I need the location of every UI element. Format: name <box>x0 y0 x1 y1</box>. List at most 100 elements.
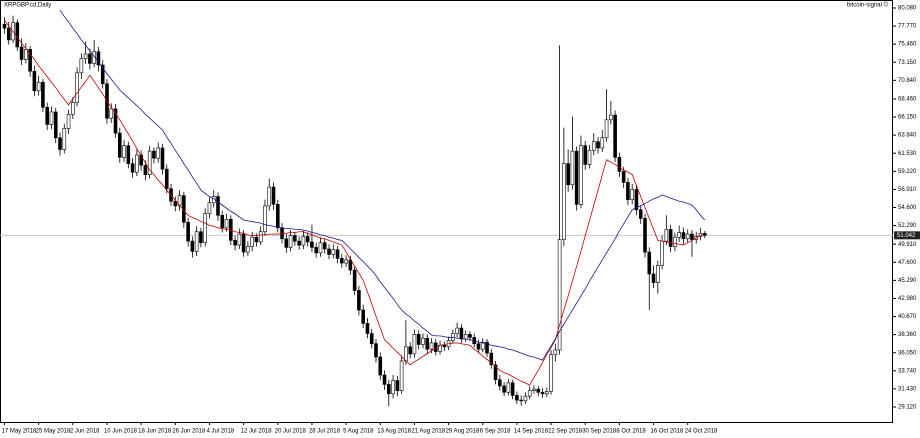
candle-body <box>258 231 263 243</box>
x-tick-label: 28 Jul 2018 <box>309 429 341 435</box>
candle-body <box>634 189 639 211</box>
candle-body <box>468 334 472 338</box>
candle-body <box>263 205 267 233</box>
x-tick-label: 29 Aug 2018 <box>446 429 480 435</box>
x-tick-label: 4 Jul 2018 <box>206 429 234 435</box>
candle-body <box>58 137 62 150</box>
candle-body <box>241 233 246 253</box>
candle-body <box>591 141 596 151</box>
candle-body <box>668 229 673 247</box>
candle-body <box>301 236 306 246</box>
candle-body <box>416 334 421 345</box>
candle-body <box>2 23 7 29</box>
candle-body <box>408 346 412 355</box>
candle-body <box>480 341 485 350</box>
candle-body <box>587 150 592 165</box>
candle-body <box>96 51 101 66</box>
y-tick-label: 73.150 <box>898 60 917 66</box>
candle-body <box>293 235 297 242</box>
candle-body <box>455 327 459 334</box>
candle-body <box>117 132 122 158</box>
y-tick-label: 29.120 <box>898 405 917 411</box>
x-tick-label: 13 Aug 2018 <box>377 429 411 435</box>
candle-body <box>617 157 622 172</box>
candle-body <box>130 163 135 173</box>
last-price-label: 51.042 <box>897 233 916 239</box>
y-tick-label: 52.290 <box>898 223 917 229</box>
y-tick-label: 66.150 <box>898 115 917 121</box>
candle-body <box>237 233 242 246</box>
y-tick-label: 40.670 <box>898 314 917 320</box>
x-tick-label: 20 Jul 2018 <box>275 429 307 435</box>
candle-body <box>224 218 229 229</box>
candle-body <box>421 337 425 345</box>
candle-body <box>126 145 131 164</box>
candle-body <box>177 195 182 207</box>
candle-body <box>49 111 54 125</box>
candle-body <box>250 236 254 247</box>
candle-body <box>220 215 225 229</box>
candle-body <box>527 390 532 397</box>
candle-body <box>660 240 664 266</box>
candle-body <box>139 154 143 166</box>
candle-body <box>284 238 289 248</box>
candle-body <box>348 259 353 271</box>
candle-body <box>515 395 519 401</box>
candle-body <box>459 327 464 340</box>
plot-frame <box>0 0 893 423</box>
candle-body <box>199 231 203 244</box>
candle-body <box>493 364 498 381</box>
candle-body <box>583 145 588 165</box>
candle-body <box>194 231 199 252</box>
candle-body <box>485 341 489 354</box>
x-tick-label: 21 Aug 2018 <box>411 429 445 435</box>
last-price-box <box>894 231 920 240</box>
candle-body <box>331 249 336 255</box>
candle-body <box>412 334 417 355</box>
candle-body <box>498 379 502 387</box>
candle-body <box>579 145 583 205</box>
candle-body <box>532 388 536 391</box>
y-tick-label: 59.220 <box>898 169 917 175</box>
candle-body <box>305 236 310 243</box>
candle-body <box>53 111 58 139</box>
x-tick-label: 24 Oct 2018 <box>685 429 718 435</box>
candle-body <box>207 202 212 215</box>
candle-body <box>643 218 647 253</box>
y-tick-label: 68.460 <box>898 97 917 103</box>
x-tick-label: 18 Jun 2018 <box>138 429 172 435</box>
y-tick-label: 70.840 <box>898 78 917 84</box>
x-tick-label: 22 Sep 2018 <box>548 429 583 435</box>
candle-body <box>664 229 669 242</box>
x-tick-label: 2 Jun 2018 <box>70 429 100 435</box>
x-tick-label: 6 Sep 2018 <box>480 429 511 435</box>
candle-body <box>113 108 118 134</box>
candle-body <box>442 344 447 348</box>
chart-title: XRPGBP.cd,Daily <box>4 3 51 9</box>
candle-body <box>549 354 553 392</box>
candle-body <box>41 81 45 108</box>
candle-body <box>275 204 280 229</box>
candle-body <box>510 382 515 396</box>
candle-body <box>566 163 570 186</box>
candle-body <box>246 246 250 253</box>
candle-body <box>404 346 408 362</box>
candle-body <box>647 251 652 275</box>
candle-body <box>340 258 344 264</box>
candle-body <box>164 168 169 189</box>
candle-body <box>344 259 348 264</box>
candle-body <box>335 249 340 259</box>
candle-body <box>596 141 600 149</box>
candle-body <box>79 58 84 74</box>
candle-body <box>613 114 617 158</box>
candle-body <box>71 102 75 115</box>
candle-body <box>429 342 434 350</box>
candle-body <box>152 150 156 159</box>
candle-body <box>536 388 541 393</box>
y-tick-label: 61.530 <box>898 151 917 157</box>
candle-body <box>553 349 558 355</box>
y-tick-label: 77.770 <box>898 24 917 30</box>
moving-average-line <box>59 9 706 361</box>
candle-body <box>357 290 361 311</box>
y-tick-label: 33.740 <box>898 368 917 374</box>
